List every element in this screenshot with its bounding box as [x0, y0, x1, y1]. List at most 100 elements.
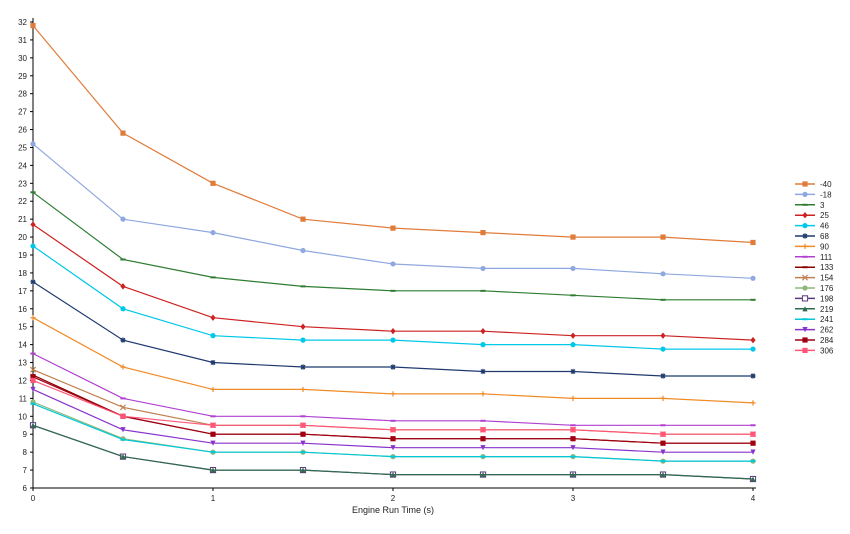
x-tick-label: 3 [571, 494, 576, 503]
data-point [210, 422, 216, 428]
data-point [660, 271, 666, 277]
data-point [30, 377, 36, 384]
y-tick-label: 25 [18, 143, 27, 152]
series-line [32, 25, 754, 244]
data-point [570, 436, 576, 442]
data-point [750, 449, 756, 455]
data-point [300, 440, 306, 446]
legend-label: 133 [820, 263, 834, 272]
data-point [660, 431, 666, 437]
y-tick-label: 24 [18, 161, 27, 170]
legend-label: 90 [820, 242, 829, 251]
data-point [480, 427, 486, 433]
data-point [30, 374, 36, 380]
legend-marker [801, 274, 809, 281]
data-point [570, 265, 576, 272]
data-point [300, 431, 306, 437]
y-tick-label: 16 [18, 305, 27, 314]
legend-entry: 219 [795, 305, 834, 314]
data-point [480, 391, 486, 397]
data-point [750, 431, 756, 437]
data-point [120, 130, 126, 136]
legend-marker [802, 212, 808, 219]
y-tick-label: 30 [18, 54, 27, 63]
legend-entry: 25 [795, 211, 829, 220]
legend-entry: 90 [795, 242, 829, 251]
legend-entry: 111 [795, 253, 833, 262]
data-point [660, 449, 666, 455]
legend-marker [802, 306, 808, 312]
data-point [210, 467, 216, 473]
data-point [30, 22, 36, 29]
legend-marker [802, 327, 808, 333]
data-point [570, 471, 576, 478]
legend-label: 176 [820, 284, 834, 293]
data-point [119, 404, 127, 411]
y-tick-label: 17 [18, 287, 27, 296]
series--18 [30, 141, 756, 281]
data-point [480, 445, 486, 451]
data-point [210, 386, 216, 393]
legend-marker [802, 191, 808, 197]
series-219 [30, 422, 756, 482]
data-point [300, 216, 306, 222]
series-line [32, 353, 753, 426]
y-tick-label: 6 [23, 484, 28, 493]
legend-label: -18 [820, 190, 832, 199]
data-point [750, 239, 756, 246]
y-tick-label: 9 [23, 430, 28, 439]
data-point [210, 229, 216, 236]
y-tick-label: 18 [18, 269, 27, 278]
data-point [210, 180, 216, 186]
legend-entry: 133 [795, 263, 834, 272]
series-241 [30, 402, 756, 463]
data-point [480, 265, 486, 272]
legend-label: 25 [820, 211, 829, 220]
data-point [300, 247, 306, 254]
y-tick-label: 14 [18, 341, 27, 350]
data-point [210, 440, 216, 446]
data-point [120, 413, 126, 419]
data-point [120, 283, 126, 290]
legend-marker [802, 181, 808, 187]
data-point [660, 395, 666, 401]
data-point [120, 216, 126, 222]
data-point [300, 323, 306, 330]
y-tick-label: 8 [23, 448, 28, 457]
data-point [570, 395, 576, 401]
data-point [750, 440, 756, 446]
legend-entry: 46 [795, 222, 829, 231]
data-point [480, 342, 486, 348]
x-tick-label: 1 [211, 494, 216, 503]
y-tick-label: 20 [18, 233, 27, 242]
legend-marker [802, 285, 808, 291]
data-point [300, 364, 306, 370]
y-tick-label: 22 [18, 197, 27, 206]
series-3 [30, 191, 756, 301]
legend-entry: 262 [795, 326, 834, 335]
data-point [390, 337, 396, 343]
data-point [570, 445, 576, 451]
series-284 [30, 374, 756, 446]
data-point [660, 332, 666, 339]
data-point [29, 366, 37, 373]
series-line [32, 143, 754, 279]
legend-label: 219 [820, 305, 834, 314]
y-tick-label: 28 [18, 90, 27, 99]
data-point [750, 476, 756, 482]
legend-marker [801, 295, 809, 302]
y-tick-label: 10 [18, 412, 27, 421]
data-point [570, 368, 576, 375]
data-point [390, 225, 396, 231]
series-layer [29, 22, 757, 483]
legend-label: -40 [820, 180, 832, 189]
y-tick-label: 11 [19, 394, 28, 403]
legend-label: 111 [820, 253, 833, 262]
series-68 [30, 279, 756, 379]
y-tick-label: 31 [18, 36, 27, 45]
data-point [660, 346, 666, 352]
x-tick-label: 2 [391, 494, 396, 503]
legend-entry: 284 [795, 336, 834, 345]
